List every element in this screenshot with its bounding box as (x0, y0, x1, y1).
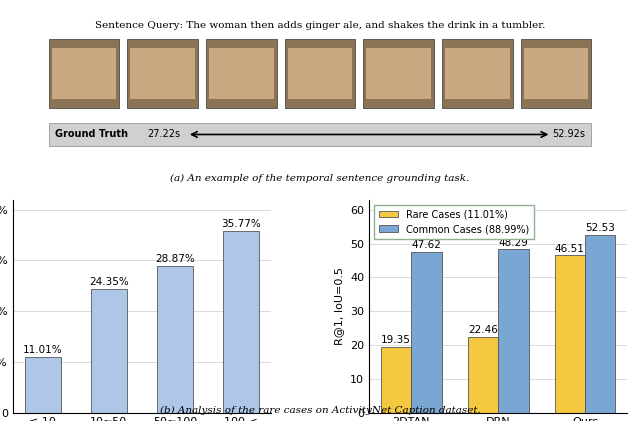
Bar (381, 347, 412, 413)
Text: Ground Truth: Ground Truth (55, 130, 128, 139)
Bar (364, 39, 434, 108)
Bar (442, 39, 513, 108)
Legend: Rare Cases (11.01%), Common Cases (88.99%): Rare Cases (11.01%), Common Cases (88.99… (374, 205, 534, 239)
Bar (498, 249, 529, 413)
Text: 28.87%: 28.87% (155, 254, 195, 264)
Bar (24, 357, 61, 413)
Bar (52, 48, 116, 99)
Text: 35.77%: 35.77% (221, 219, 261, 229)
Bar (445, 48, 509, 99)
Bar (209, 48, 274, 99)
Bar (49, 123, 591, 146)
Bar (157, 266, 193, 413)
Bar (468, 337, 498, 413)
Text: 24.35%: 24.35% (89, 277, 129, 287)
Bar (412, 252, 442, 413)
Bar (223, 231, 259, 413)
Bar (585, 235, 616, 413)
Text: 46.51: 46.51 (555, 244, 585, 254)
Text: (a) An example of the temporal sentence grounding task.: (a) An example of the temporal sentence … (170, 173, 470, 183)
Text: 22.46: 22.46 (468, 325, 498, 335)
Y-axis label: R@1, IoU=0.5: R@1, IoU=0.5 (335, 267, 344, 345)
Text: 11.01%: 11.01% (23, 345, 63, 355)
Text: (b) Analysis of the rare cases on ActivityNet Caption dataset.: (b) Analysis of the rare cases on Activi… (159, 405, 481, 415)
Bar (91, 289, 127, 413)
Bar (288, 48, 352, 99)
Bar (206, 39, 276, 108)
Bar (520, 39, 591, 108)
Text: 19.35: 19.35 (381, 336, 411, 346)
Bar (524, 48, 588, 99)
Bar (131, 48, 195, 99)
Bar (49, 39, 120, 108)
Text: 27.22s: 27.22s (147, 130, 180, 139)
Text: 48.29: 48.29 (499, 238, 528, 248)
Text: 47.62: 47.62 (412, 240, 442, 250)
Bar (366, 48, 431, 99)
Bar (127, 39, 198, 108)
Text: Sentence Query: The woman then adds ginger ale, and shakes the drink in a tumble: Sentence Query: The woman then adds ging… (95, 21, 545, 30)
Bar (555, 256, 585, 413)
Text: 52.92s: 52.92s (552, 130, 585, 139)
Bar (285, 39, 355, 108)
Text: 52.53: 52.53 (586, 224, 615, 233)
